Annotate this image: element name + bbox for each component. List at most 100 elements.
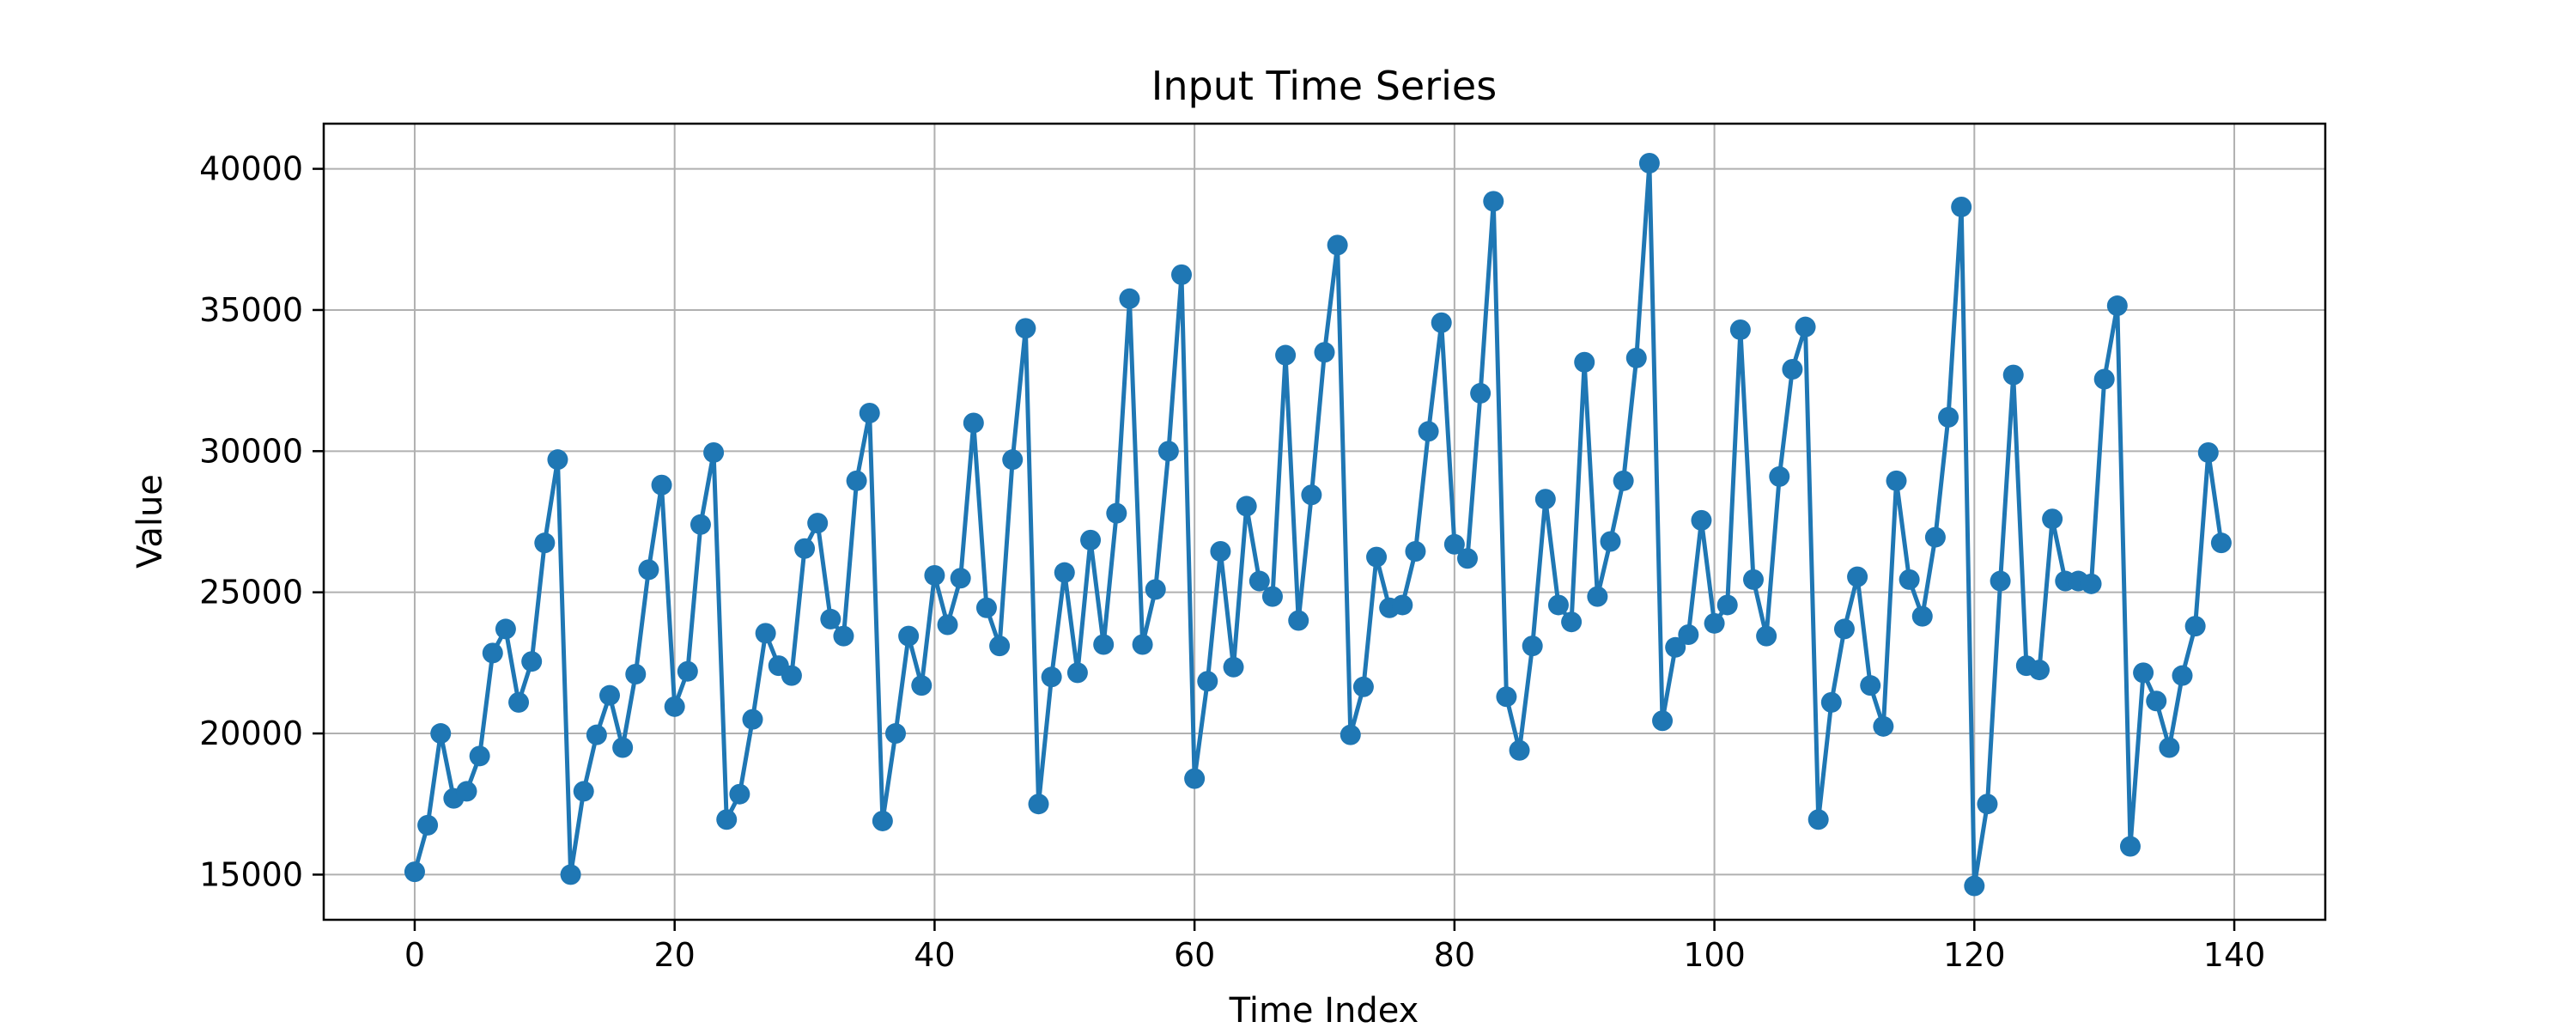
data-point <box>2093 368 2115 390</box>
data-point <box>2184 616 2206 637</box>
data-point <box>820 608 841 630</box>
data-point <box>1223 656 1244 678</box>
data-point <box>1990 570 2011 592</box>
data-point <box>872 810 893 831</box>
data-point <box>1820 691 1842 713</box>
data-point <box>586 724 607 745</box>
y-tick-label: 30000 <box>199 432 303 470</box>
data-point <box>1288 610 1309 631</box>
data-point <box>560 864 581 885</box>
data-point <box>975 597 997 618</box>
data-point <box>924 564 945 586</box>
data-point <box>1352 676 1374 697</box>
data-point <box>846 470 867 491</box>
data-point <box>1015 318 1036 339</box>
x-axis-label: Time Index <box>1229 991 1419 1031</box>
data-point <box>2172 665 2193 686</box>
data-point <box>1470 382 1492 404</box>
series-layer <box>404 153 2232 897</box>
data-point <box>1080 529 1102 550</box>
data-point <box>1769 465 1790 487</box>
data-point <box>2042 508 2063 530</box>
data-point <box>2197 441 2219 463</box>
data-point <box>1132 634 1153 655</box>
x-tick-label: 140 <box>2203 936 2266 974</box>
data-point <box>1665 636 1686 658</box>
data-point <box>1587 586 1608 607</box>
data-point <box>1314 342 1335 363</box>
data-point <box>1911 605 1933 627</box>
data-point <box>950 568 971 589</box>
data-point <box>2119 836 2141 857</box>
chart-title: Input Time Series <box>1151 63 1497 109</box>
data-point <box>404 861 425 883</box>
data-point <box>1184 768 1206 789</box>
data-point <box>1301 484 1322 506</box>
data-point <box>1534 489 1556 510</box>
data-point <box>2029 660 2050 681</box>
data-point <box>729 783 750 805</box>
data-point <box>1873 715 1894 737</box>
series-line <box>412 161 2224 889</box>
data-point <box>1210 541 1231 563</box>
data-point <box>1704 612 1725 634</box>
data-point <box>625 664 647 685</box>
y-tick-label: 25000 <box>199 574 303 611</box>
data-point <box>1833 618 1855 640</box>
data-point <box>1899 569 1920 590</box>
data-point <box>1249 570 1270 592</box>
data-point <box>1860 675 1881 696</box>
data-point <box>1366 546 1388 568</box>
data-point <box>1924 526 1946 548</box>
data-point <box>1691 509 1712 531</box>
x-tick-label: 120 <box>1943 936 2006 974</box>
data-point <box>1678 623 1699 645</box>
data-point <box>495 618 516 640</box>
data-point <box>2002 364 2024 386</box>
data-point <box>1028 794 1049 815</box>
data-point <box>1171 264 1192 285</box>
data-point <box>547 449 568 471</box>
data-point <box>859 402 880 423</box>
data-point <box>1522 636 1543 657</box>
data-point <box>1197 671 1218 692</box>
data-point <box>1418 421 1439 442</box>
data-point <box>1093 634 1115 655</box>
data-point <box>1807 809 1829 830</box>
data-point <box>2210 532 2232 554</box>
data-point <box>1443 533 1465 555</box>
data-point <box>1509 739 1530 761</box>
y-tick-label: 20000 <box>199 715 303 752</box>
data-point <box>716 809 738 830</box>
data-point <box>573 781 594 802</box>
y-tick-label: 35000 <box>199 291 303 329</box>
data-point <box>638 559 659 581</box>
data-point <box>1574 351 1595 373</box>
data-point <box>521 651 543 672</box>
data-point <box>898 625 920 647</box>
data-point <box>1066 662 1088 684</box>
data-point <box>651 474 672 496</box>
data-point <box>1483 191 1504 212</box>
data-point <box>1236 496 1257 517</box>
data-point <box>430 723 452 745</box>
data-point <box>1547 594 1569 616</box>
data-point <box>1951 196 1972 217</box>
data-point <box>1041 666 1062 688</box>
data-point <box>456 781 477 802</box>
data-point <box>1716 594 1738 616</box>
data-point <box>2159 737 2180 758</box>
data-point <box>1145 579 1166 600</box>
data-point <box>1886 470 1907 491</box>
data-point <box>599 684 620 706</box>
data-point <box>1431 312 1452 333</box>
data-point <box>677 660 698 682</box>
data-point <box>1275 344 1297 366</box>
data-point <box>989 636 1011 657</box>
data-point <box>1119 288 1140 309</box>
data-point <box>1977 794 1998 815</box>
data-point <box>1561 611 1583 633</box>
data-point <box>1054 562 1075 583</box>
